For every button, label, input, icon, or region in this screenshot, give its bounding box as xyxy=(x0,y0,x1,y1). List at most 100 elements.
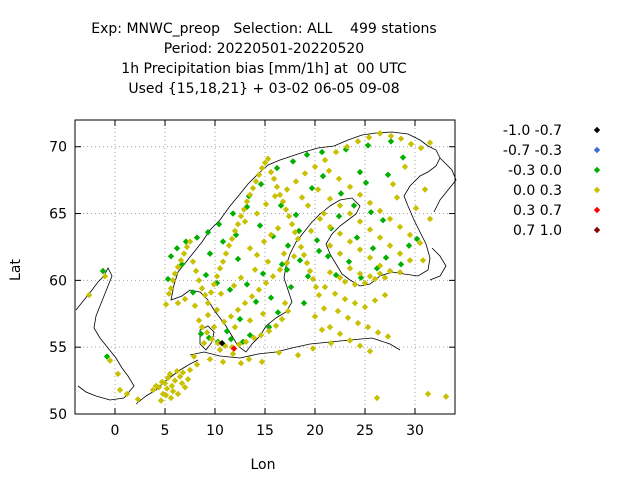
data-point xyxy=(343,143,351,150)
data-point xyxy=(252,178,260,185)
data-point xyxy=(186,238,194,245)
data-point xyxy=(376,130,384,137)
legend-label: 0.3 0.7 xyxy=(513,203,562,219)
data-point xyxy=(227,313,235,320)
data-point xyxy=(424,390,432,398)
coastline-kola xyxy=(433,157,457,213)
data-point xyxy=(376,207,384,215)
data-point xyxy=(326,223,334,231)
data-point xyxy=(189,258,197,265)
data-point xyxy=(258,358,266,366)
data-point xyxy=(336,274,344,281)
data-point xyxy=(292,211,300,219)
data-point xyxy=(234,221,242,228)
data-point xyxy=(184,376,192,383)
data-point xyxy=(177,257,185,264)
data-point xyxy=(267,231,275,239)
data-point xyxy=(311,313,319,320)
data-point xyxy=(198,323,206,331)
data-point xyxy=(296,257,304,264)
data-point xyxy=(174,390,182,398)
data-point xyxy=(361,303,369,311)
data-point xyxy=(191,302,199,309)
data-point xyxy=(181,295,189,303)
data-point xyxy=(134,396,142,403)
data-point xyxy=(249,184,257,192)
data-point xyxy=(300,299,308,307)
data-point xyxy=(242,338,250,346)
data-point xyxy=(278,315,286,323)
data-point xyxy=(397,261,405,268)
data-point xyxy=(288,221,296,228)
data-point xyxy=(326,195,334,203)
data-point xyxy=(384,171,392,178)
data-point xyxy=(303,259,311,267)
data-point xyxy=(171,270,179,277)
data-point xyxy=(210,281,218,288)
data-point xyxy=(222,250,230,257)
data-point xyxy=(346,265,354,272)
data-point xyxy=(297,243,305,251)
data-point xyxy=(182,238,190,245)
data-point xyxy=(190,353,198,360)
coastline-white-sea xyxy=(429,247,447,281)
data-point xyxy=(289,158,297,165)
data-point xyxy=(101,273,109,280)
y-axis-label: Lat xyxy=(8,259,24,281)
data-point xyxy=(356,218,364,225)
data-point xyxy=(246,191,254,199)
data-point xyxy=(180,250,188,257)
data-point xyxy=(193,234,201,241)
data-point xyxy=(345,258,353,265)
data-point xyxy=(226,286,234,293)
title-line-1: Exp: MNWC_preop Selection: ALL 499 stati… xyxy=(91,21,437,37)
data-point xyxy=(232,231,240,239)
data-point xyxy=(173,368,181,375)
data-point xyxy=(304,273,312,280)
data-point xyxy=(267,294,275,301)
data-point xyxy=(173,245,181,252)
data-point xyxy=(155,384,163,391)
data-point xyxy=(149,386,157,394)
legend-label: -1.0 -0.7 xyxy=(503,123,562,139)
data-point xyxy=(205,334,213,342)
data-point xyxy=(193,361,201,368)
data-point xyxy=(174,263,182,271)
data-point xyxy=(303,151,311,158)
data-point xyxy=(287,283,295,291)
data-point xyxy=(279,198,287,205)
data-point xyxy=(301,170,309,177)
data-point xyxy=(276,191,284,199)
data-point xyxy=(262,279,270,287)
data-point xyxy=(168,382,176,390)
data-point xyxy=(337,190,345,197)
data-point xyxy=(386,267,394,275)
data-point xyxy=(334,307,342,315)
data-point xyxy=(237,360,245,367)
data-point xyxy=(213,306,221,313)
y-tick-label: 55 xyxy=(49,340,67,356)
data-point xyxy=(260,238,268,245)
data-point xyxy=(351,299,359,307)
data-point xyxy=(283,266,291,273)
data-point xyxy=(405,242,413,249)
data-point xyxy=(351,281,359,288)
data-point xyxy=(216,346,224,354)
data-point xyxy=(259,270,267,277)
data-point xyxy=(396,223,404,231)
data-point xyxy=(341,295,349,303)
data-point xyxy=(206,250,214,257)
data-point xyxy=(356,246,364,253)
data-point xyxy=(426,215,434,223)
coastline xyxy=(75,131,457,405)
data-point xyxy=(210,323,218,331)
data-point xyxy=(325,167,333,174)
data-point xyxy=(204,311,212,319)
data-point xyxy=(241,218,249,225)
data-point xyxy=(384,333,392,340)
data-point xyxy=(272,322,280,329)
data-point xyxy=(264,258,272,265)
data-point xyxy=(321,156,329,164)
data-point xyxy=(386,242,394,249)
data-point xyxy=(181,384,189,391)
